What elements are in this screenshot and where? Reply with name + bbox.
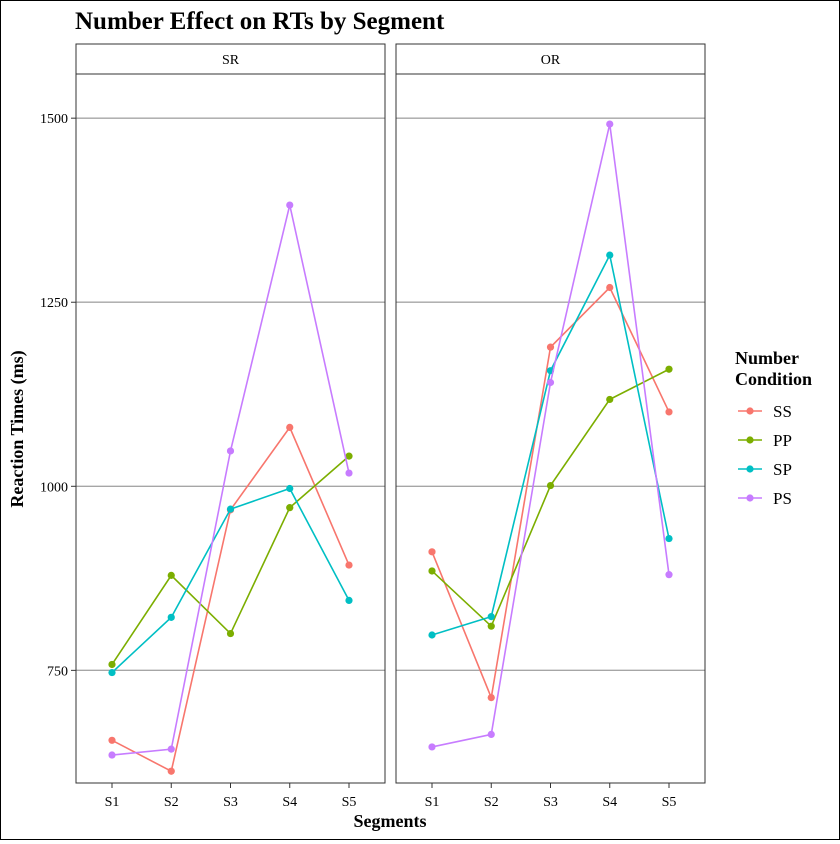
x-tick-label: S4 (602, 795, 617, 810)
data-point-sp (167, 613, 175, 621)
legend-label-pp: PP (773, 431, 792, 450)
x-tick-label: S4 (282, 795, 297, 810)
panel-background (76, 74, 385, 783)
data-point-sp (286, 484, 294, 493)
panel-background (396, 74, 705, 783)
facet-strip-label: OR (541, 53, 561, 68)
data-point-ss (546, 343, 555, 351)
x-tick-label: S1 (105, 795, 120, 810)
x-tick-label: S1 (425, 795, 440, 810)
data-point-ps (546, 378, 555, 387)
data-point-ss (167, 767, 175, 775)
data-point-sp (665, 534, 673, 543)
legend-key-point-sp (746, 465, 754, 473)
data-point-sp (108, 668, 116, 677)
x-tick-label: S3 (223, 795, 238, 810)
data-point-ps (606, 120, 614, 128)
data-point-ss (606, 283, 614, 292)
legend-key-point-ss (746, 407, 754, 415)
data-point-pp (345, 452, 353, 460)
data-point-ss (108, 736, 116, 744)
data-point-sp (345, 596, 353, 605)
data-point-ps (286, 201, 294, 209)
x-tick-label: S2 (164, 795, 179, 810)
data-point-pp (606, 395, 614, 404)
facet-panels: SR S1 S2 S3 S4 S5 750 1000 1250 1500 OR S1 S2 S3 S4 S5 (40, 43, 706, 810)
data-point-ps (226, 447, 235, 455)
y-tick-label: 1250 (40, 296, 68, 311)
legend: Number Condition SS PP SP PS (735, 348, 812, 508)
y-tick-label: 1000 (40, 480, 68, 495)
data-point-ss (345, 561, 353, 569)
facet-strip (75, 43, 386, 75)
data-point-sp (487, 613, 495, 621)
legend-label-ps: PS (773, 489, 792, 508)
legend-label-sp: SP (773, 460, 792, 479)
data-point-pp (226, 629, 235, 638)
facet-strip-label: SR (222, 53, 240, 68)
data-point-pp (286, 504, 294, 512)
y-tick-label: 750 (47, 664, 68, 679)
data-point-sp (606, 251, 614, 259)
data-point-pp (108, 660, 116, 669)
data-point-sp (226, 505, 235, 513)
data-point-pp (546, 481, 555, 490)
data-point-ps (167, 745, 175, 753)
legend-title-line1: Number (735, 348, 799, 368)
data-point-ps (428, 743, 436, 751)
x-tick-label: S3 (543, 795, 558, 810)
x-tick-label: S5 (662, 795, 677, 810)
x-axis-title: Segments (354, 811, 427, 831)
data-point-ss (286, 423, 294, 431)
data-point-ss (487, 693, 495, 702)
chart-title: Number Effect on RTs by Segment (75, 8, 445, 35)
data-point-ps (345, 469, 353, 477)
data-point-ss (665, 408, 673, 416)
data-point-pp (428, 567, 436, 575)
facet-panel-or: OR S1 S2 S3 S4 S5 (395, 43, 706, 810)
y-axis-title: Reaction Times (ms) (7, 350, 28, 507)
data-point-pp (665, 365, 673, 373)
x-tick-label: S2 (484, 795, 499, 810)
data-point-sp (428, 631, 436, 639)
y-tick-label: 1500 (40, 112, 68, 127)
data-point-ps (487, 730, 495, 739)
facet-strip (395, 43, 706, 75)
legend-label-ss: SS (773, 402, 792, 421)
legend-key-point-pp (746, 436, 754, 444)
legend-title-line2: Condition (735, 369, 812, 389)
legend-key-point-ps (746, 494, 754, 502)
data-point-pp (167, 571, 175, 579)
data-point-ps (108, 751, 116, 759)
data-point-ps (665, 571, 673, 579)
facet-panel-sr: SR S1 S2 S3 S4 S5 750 1000 1250 1500 (40, 43, 386, 810)
x-tick-label: S5 (342, 795, 357, 810)
data-point-pp (487, 622, 495, 630)
data-point-ss (428, 548, 436, 556)
